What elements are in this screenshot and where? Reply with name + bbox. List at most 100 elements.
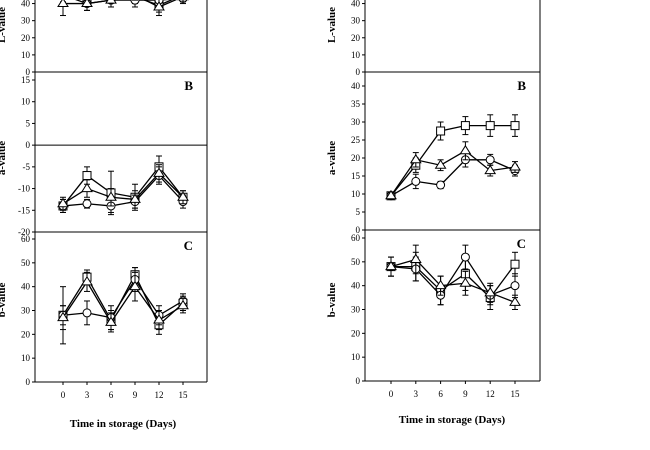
left-a-series-triangle — [57, 164, 189, 211]
left-L-y-tick-label: 40 — [21, 0, 31, 9]
right-a-y-tick-label: 0 — [356, 225, 361, 235]
left-a-y-tick-label: 15 — [21, 75, 31, 85]
right-a-y-tick-label: 35 — [351, 99, 361, 109]
left-b-y-tick-label: 20 — [21, 329, 31, 339]
left-L-series-square — [60, 0, 186, 13]
left-b-circle-line — [62, 278, 184, 319]
left-L-y-tick-label: 30 — [21, 16, 31, 26]
right-l-value-panel: 0 10 20 30 40 L-value — [326, 0, 541, 77]
left-a-panel-letter: B — [184, 78, 193, 93]
right-b-point-square-marker — [510, 259, 520, 269]
left-a-point-triangle-marker — [177, 191, 189, 201]
left-b-point-triangle-marker — [153, 314, 165, 324]
left-a-square-line — [62, 165, 184, 207]
left-b-point-triangle-marker — [177, 299, 189, 310]
left-L-y-tick-label: 0 — [26, 67, 31, 77]
left-b-y-tick-label: 30 — [21, 306, 31, 316]
left-a-point-triangle-marker — [105, 191, 117, 201]
right-a-point-triangle-marker — [509, 161, 521, 171]
right-a-y-tick-label: 15 — [351, 171, 361, 181]
right-b-point-triangle-marker — [409, 253, 422, 263]
right-a-point-square-marker — [436, 126, 446, 136]
left-L-point-triangle-marker — [153, 1, 165, 11]
left-b-y-tick-label: 60 — [21, 234, 31, 244]
left-L-triangle-line — [63, 0, 177, 8]
right-b-x-tick-label: 9 — [463, 389, 468, 399]
right-a-point-triangle-marker — [459, 144, 472, 155]
left-l-value-panel: 0 10 20 30 40 L-value — [0, 0, 208, 77]
right-a-point-triangle-marker — [484, 164, 497, 175]
left-b-y-tick-label: 40 — [21, 282, 31, 292]
right-b-y-tick-label: 60 — [351, 233, 361, 243]
left-a-y-tick-label: 5 — [26, 118, 31, 128]
right-b-y-tick-label: 0 — [356, 376, 361, 386]
left-b-y-axis-title: b-value — [0, 282, 8, 317]
left-b-point-triangle-marker — [129, 280, 141, 291]
left-x-axis-title: Time in storage (Days) — [70, 418, 177, 430]
left-a-point-circle-marker — [82, 199, 92, 209]
left-L-point-triangle-marker — [105, 0, 117, 4]
left-L-y-axis-title: L-value — [0, 7, 8, 43]
left-a-point-triangle-marker — [129, 193, 141, 203]
left-b-x-tick-label: 15 — [179, 390, 189, 400]
right-b-point-triangle-marker — [385, 260, 397, 271]
right-a-y-tick-label: 30 — [351, 117, 361, 127]
right-a-point-square-marker — [460, 121, 470, 131]
right-b-y-tick-label: 30 — [351, 305, 361, 315]
right-a-y-tick-label: 40 — [351, 81, 361, 91]
right-b-y-axis-title: b-value — [326, 282, 338, 317]
left-b-x-tick-label: 3 — [85, 390, 90, 400]
right-a-point-triangle-marker — [409, 153, 422, 164]
left-b-triangle-line — [62, 280, 184, 324]
right-a-point-triangle-marker — [434, 159, 447, 169]
left-b-x-tick-label: 6 — [109, 390, 114, 400]
left-b-x-tick-label: 12 — [155, 390, 164, 400]
right-b-point-triangle-marker — [484, 286, 497, 297]
right-L-y-tick-label: 40 — [351, 0, 361, 9]
right-a-point-circle-marker — [411, 176, 421, 186]
right-a-y-axis-title: a-value — [326, 141, 338, 175]
left-L-series-triangle — [57, 0, 189, 17]
right-b-series-square — [386, 251, 520, 310]
right-b-x-tick-label: 12 — [486, 389, 495, 399]
left-b-series-triangle — [57, 271, 189, 333]
left-b-panel-letter: C — [184, 238, 193, 253]
left-b-x-tick-label: 0 — [61, 390, 66, 400]
right-a-circle-line — [390, 159, 516, 197]
right-b-x-tick-label: 0 — [389, 389, 394, 399]
right-a-series-triangle — [385, 141, 521, 200]
right-b-point-circle-marker — [510, 281, 520, 291]
left-a-y-tick-label: -20 — [18, 227, 30, 237]
right-a-point-square-marker — [485, 121, 495, 131]
right-b-y-tick-label: 40 — [351, 281, 361, 291]
left-L-point-triangle-marker — [81, 0, 93, 8]
left-b-y-tick-label: 50 — [21, 258, 31, 268]
left-a-y-tick-label: -15 — [18, 205, 30, 215]
right-b-point-triangle-marker — [459, 277, 472, 287]
left-a-y-tick-label: -5 — [23, 162, 31, 172]
right-L-y-tick-label: 30 — [351, 16, 361, 26]
right-b-x-tick-label: 6 — [438, 389, 443, 399]
left-a-point-triangle-marker — [153, 167, 165, 177]
right-b-y-tick-label: 50 — [351, 257, 361, 267]
right-b-point-triangle-marker — [509, 296, 521, 306]
right-b-triangle-line — [390, 258, 516, 303]
left-L-y-tick-label: 20 — [21, 33, 31, 43]
right-a-y-tick-label: 20 — [351, 153, 361, 163]
right-a-point-circle-marker — [485, 155, 495, 165]
left-b-y-tick-label: 0 — [26, 377, 31, 387]
left-a-series-circle — [58, 166, 188, 213]
left-b-point-circle-marker — [82, 308, 92, 318]
left-b-series-circle — [58, 267, 188, 345]
right-L-y-axis-title: L-value — [326, 7, 338, 43]
left-b-point-triangle-marker — [105, 316, 117, 326]
left-a-value-panel: -20 -15 -10 -5 0 5 10 15 a-value B — [0, 72, 208, 237]
right-a-y-tick-label: 25 — [351, 135, 361, 145]
right-a-point-circle-marker — [436, 180, 446, 190]
left-a-y-tick-label: -10 — [18, 184, 30, 194]
left-b-y-tick-label: 10 — [21, 353, 31, 363]
right-b-point-triangle-marker — [434, 279, 447, 290]
right-b-point-circle-marker — [460, 252, 470, 262]
right-a-y-tick-label: 5 — [356, 207, 361, 217]
